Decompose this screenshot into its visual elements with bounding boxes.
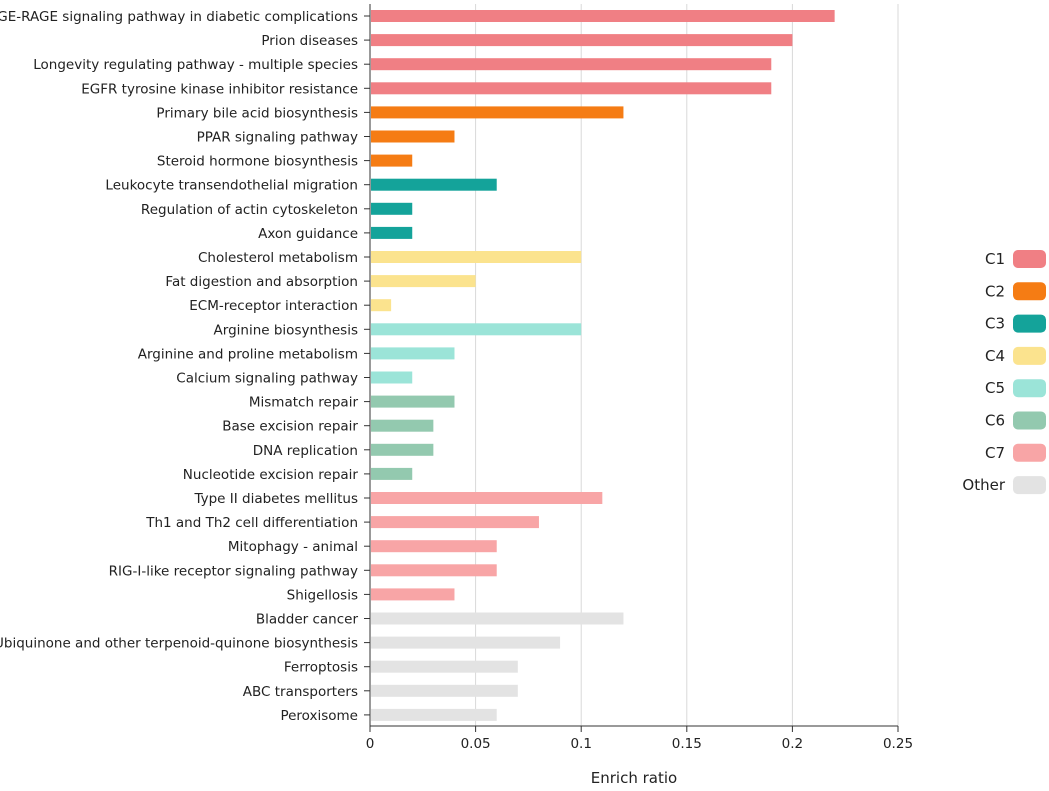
bar: [371, 684, 518, 697]
category-label: RIG-I-like receptor signaling pathway: [109, 563, 358, 579]
legend-swatch: [1013, 443, 1046, 462]
category-label: PPAR signaling pathway: [197, 130, 358, 146]
category-label: Nucleotide excision repair: [183, 467, 359, 483]
category-label: Calcium signaling pathway: [176, 371, 358, 387]
legend-label: C1: [985, 250, 1005, 268]
category-label: Fat digestion and absorption: [165, 274, 358, 290]
x-tick-label: 0.05: [461, 736, 491, 752]
x-tick-label: 0.1: [570, 736, 591, 752]
legend-label: C5: [985, 379, 1005, 397]
bar: [371, 636, 561, 649]
legend-label: C4: [985, 347, 1005, 365]
category-label: Regulation of actin cytoskeleton: [141, 202, 358, 218]
grid-lines: [475, 4, 899, 726]
legend-label: C2: [985, 282, 1005, 300]
x-tick-label: 0.15: [672, 736, 702, 752]
legend-swatch: [1013, 411, 1046, 430]
legend-swatch: [1013, 476, 1046, 495]
bar: [371, 323, 582, 336]
category-labels: AGE-RAGE signaling pathway in diabetic c…: [0, 9, 358, 724]
category-label: Peroxisome: [280, 708, 358, 724]
bar: [371, 226, 413, 239]
category-label: Bladder cancer: [256, 612, 359, 628]
category-label: Th1 and Th2 cell differentiation: [145, 515, 358, 531]
bar: [371, 251, 582, 263]
bar: [371, 202, 413, 215]
bar: [371, 34, 793, 47]
x-axis-title: Enrich ratio: [591, 769, 677, 787]
bar: [371, 58, 772, 71]
bar: [371, 371, 413, 384]
category-label: Prion diseases: [261, 33, 358, 49]
category-label: Base excision repair: [222, 419, 358, 435]
bar: [371, 106, 624, 119]
legend-label: C7: [985, 444, 1005, 462]
bar: [371, 492, 603, 504]
category-label: Arginine and proline metabolism: [138, 346, 358, 362]
bars: [371, 10, 835, 721]
category-label: ECM-receptor interaction: [189, 298, 358, 314]
category-label: AGE-RAGE signaling pathway in diabetic c…: [0, 9, 358, 25]
category-label: Type II diabetes mellitus: [193, 491, 358, 507]
bar: [371, 395, 455, 408]
category-label: Mismatch repair: [249, 395, 359, 411]
bar: [371, 82, 772, 95]
category-label: Cholesterol metabolism: [198, 250, 358, 266]
bar: [371, 660, 518, 673]
bar: [371, 467, 413, 480]
bar: [371, 516, 539, 529]
category-label: Steroid hormone biosynthesis: [157, 154, 358, 170]
bar: [371, 299, 392, 312]
bar: [371, 178, 497, 191]
x-tick-label: 0: [366, 736, 375, 752]
bar: [371, 154, 413, 167]
x-tick-label: 0.2: [782, 736, 803, 752]
bar: [371, 612, 624, 625]
legend-swatch: [1013, 379, 1046, 398]
axes: 0 0.05 0.1 0.15 0.2 0.25: [364, 4, 913, 752]
bar: [371, 130, 455, 143]
bar: [371, 275, 476, 288]
bar: [371, 564, 497, 577]
legend-swatch: [1013, 314, 1046, 333]
category-label: Mitophagy - animal: [228, 539, 358, 555]
category-label: Ferroptosis: [284, 660, 358, 676]
legend-label: C3: [985, 315, 1005, 333]
legend-swatch: [1013, 282, 1046, 301]
bar: [371, 540, 497, 553]
category-label: EGFR tyrosine kinase inhibitor resistanc…: [81, 81, 358, 97]
bar: [371, 10, 835, 22]
category-label: Ubiquinone and other terpenoid-quinone b…: [0, 636, 358, 652]
legend-label: Other: [962, 476, 1005, 494]
category-label: Axon guidance: [258, 226, 358, 242]
category-label: ABC transporters: [243, 684, 358, 700]
legend-swatch: [1013, 346, 1046, 365]
category-label: Longevity regulating pathway - multiple …: [33, 57, 358, 73]
legend-swatch: [1013, 250, 1046, 268]
category-label: Arginine biosynthesis: [214, 322, 358, 338]
bar: [371, 419, 434, 432]
category-label: DNA replication: [253, 443, 358, 459]
bar: [371, 588, 455, 601]
category-label: Primary bile acid biosynthesis: [156, 105, 358, 121]
legend-label: C6: [985, 412, 1005, 430]
category-label: Leukocyte transendothelial migration: [105, 178, 358, 194]
bar: [371, 443, 434, 456]
x-tick-label: 0.25: [883, 736, 913, 752]
bar: [371, 708, 497, 721]
category-label: Shigellosis: [287, 587, 358, 603]
bar: [371, 347, 455, 360]
legend: C1 C2 C3 C4 C5 C6 C7 Other: [962, 250, 1046, 495]
